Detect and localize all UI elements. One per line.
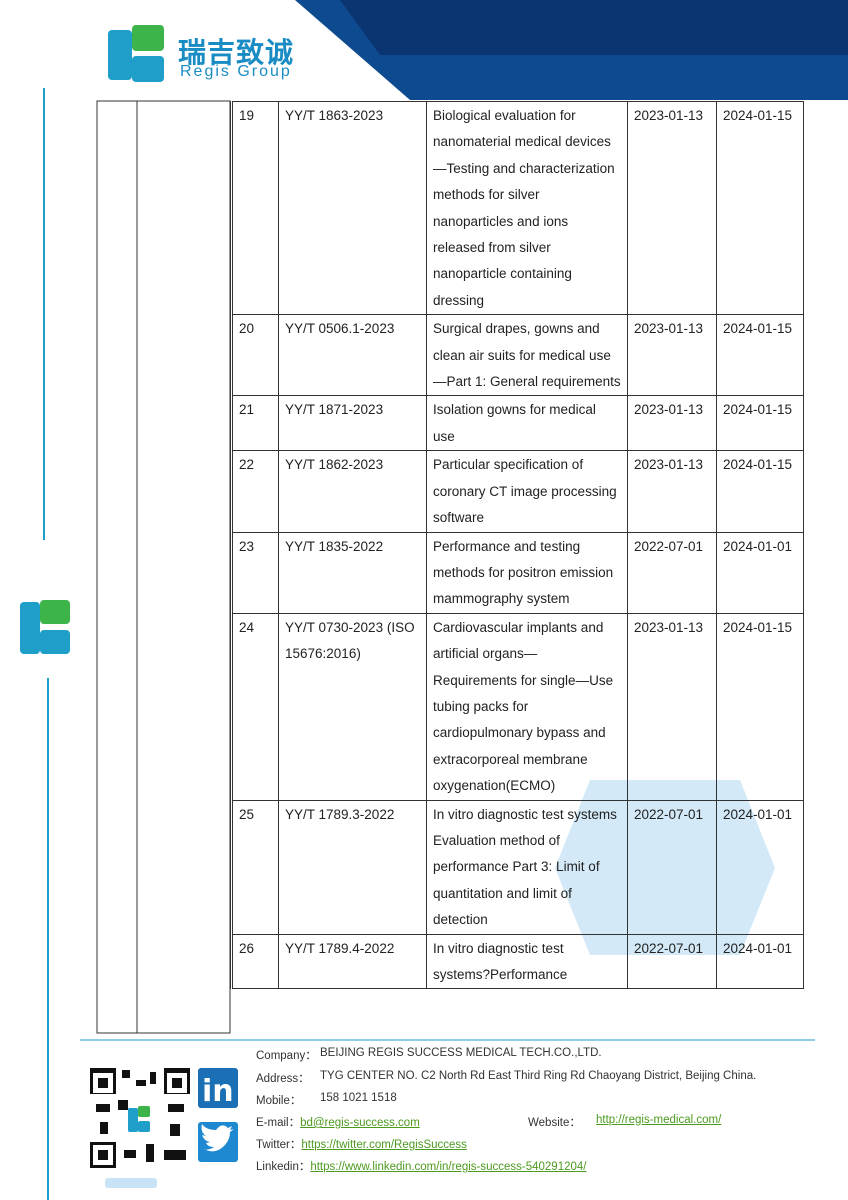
logo-shape — [108, 30, 132, 80]
standard-title: In vitro diagnostic test systems Evaluat… — [426, 799, 628, 935]
release-date: 2023-01-13 — [627, 314, 717, 397]
label: Company： — [256, 1050, 317, 1062]
brand-en: Regis Group — [180, 63, 292, 80]
standard-code: YY/T 1871-2023 — [278, 395, 427, 452]
label: Linkedin： — [256, 1161, 311, 1173]
linkedin-link[interactable]: https://www.linkedin.com/in/regis-succes… — [310, 1161, 587, 1173]
effective-date: 2024-01-15 — [716, 395, 804, 452]
table-row: 20 YY/T 0506.1-2023 Surgical drapes, gowns… — [230, 314, 804, 397]
effective-date: 2024-01-15 — [716, 100, 804, 316]
release-date: 2023-01-13 — [627, 612, 717, 801]
no: 25 — [230, 799, 279, 935]
release-date: 2022-07-01 — [627, 531, 717, 614]
effective-date: 2024-01-01 — [716, 799, 804, 935]
standard-title: Surgical drapes, gowns and clean air sui… — [426, 314, 628, 397]
standard-code: YY/T 0506.1-2023 — [278, 314, 427, 397]
table-row: 19 YY/T 1863-2023 Biological evaluation fo… — [230, 100, 804, 316]
standard-title: Cardiovascular implants and artificial o… — [426, 612, 628, 801]
no: 23 — [230, 531, 279, 614]
twitter-link[interactable]: https://twitter.com/RegisSuccess — [301, 1139, 467, 1151]
standards-table: 19 YY/T 1863-2023 Biological evaluation fo… — [230, 100, 804, 990]
release-date: 2023-01-13 — [627, 395, 717, 452]
standard-title: In vitro diagnostic test systems?Perform… — [426, 933, 628, 990]
linkedin-icon-text: in — [202, 1074, 234, 1109]
label: E-mail： — [256, 1117, 301, 1129]
table-row: 25 YY/T 1789.3-2022 In vitro diagnostic te… — [230, 799, 804, 935]
standard-title: Particular specification of coronary CT … — [426, 450, 628, 533]
no: 22 — [230, 450, 279, 533]
merged-cells — [96, 100, 231, 1034]
email-link[interactable]: bd@regis-success.com — [300, 1117, 420, 1129]
no: 24 — [230, 612, 279, 801]
standard-code: YY/T 1863-2023 — [278, 100, 427, 316]
value: 158 1021 1518 — [320, 1092, 397, 1104]
decoration-bar — [105, 1178, 157, 1188]
no: 19 — [230, 100, 279, 316]
logo-shape — [132, 56, 164, 82]
standard-title: Performance and testing methods for posi… — [426, 531, 628, 614]
table-row: 22 YY/T 1862-2023 Particular specification… — [230, 450, 804, 533]
standard-code: YY/T 1789.4-2022 — [278, 933, 427, 990]
side-logo — [40, 600, 70, 624]
effective-date: 2024-01-15 — [716, 612, 804, 801]
effective-date: 2024-01-15 — [716, 314, 804, 397]
effective-date: 2024-01-01 — [716, 531, 804, 614]
footer-row: Company： BEIJING REGIS SUCCESS MEDICAL TE… — [256, 1047, 602, 1063]
table-row: 21 YY/T 1871-2023 Isolation gowns for medi… — [230, 395, 804, 452]
label: Address： — [256, 1073, 310, 1085]
standard-code: YY/T 1862-2023 — [278, 450, 427, 533]
footer-row: Address： TYG CENTER NO. C2 North Rd East … — [256, 1070, 756, 1086]
effective-date: 2024-01-15 — [716, 450, 804, 533]
side-logo — [20, 602, 40, 654]
side-logo — [40, 630, 70, 654]
no: 20 — [230, 314, 279, 397]
release-date: 2022-07-01 — [627, 933, 717, 990]
logo-shape — [132, 25, 164, 51]
label: Twitter： — [256, 1139, 302, 1151]
footer-row: Twitter：https://twitter.com/RegisSuccess — [256, 1136, 467, 1152]
twitter-bird — [201, 1124, 234, 1152]
standard-code: YY/T 0730-2023 (ISO 15676:2016) — [278, 612, 427, 801]
footer-row: Mobile： 158 1021 1518 — [256, 1092, 397, 1108]
standard-title: Isolation gowns for medical use — [426, 395, 628, 452]
no: 21 — [230, 395, 279, 452]
release-date: 2023-01-13 — [627, 100, 717, 316]
table-row: 26 YY/T 1789.4-2022 In vitro diagnostic te… — [230, 933, 804, 990]
standard-code: YY/T 1835-2022 — [278, 531, 427, 614]
release-date: 2023-01-13 — [627, 450, 717, 533]
footer-row: Linkedin：https://www.linkedin.com/in/reg… — [256, 1158, 586, 1174]
header-band-dark — [340, 0, 848, 55]
website-link[interactable]: http://regis-medical.com/ — [596, 1114, 722, 1126]
label: Website： — [528, 1117, 581, 1129]
standard-title: Biological evaluation for nanomaterial m… — [426, 100, 628, 316]
no: 26 — [230, 933, 279, 990]
footer-row: E-mail：bd@regis-success.com Website： http… — [256, 1114, 721, 1130]
label: Mobile： — [256, 1095, 302, 1107]
table-row: 24 YY/T 0730-2023 (ISO 15676:2016) Cardiov… — [230, 612, 804, 801]
release-date: 2022-07-01 — [627, 799, 717, 935]
standard-code: YY/T 1789.3-2022 — [278, 799, 427, 935]
value: BEIJING REGIS SUCCESS MEDICAL TECH.CO.,L… — [320, 1047, 602, 1059]
linkedin-icon — [198, 1068, 238, 1108]
effective-date: 2024-01-01 — [716, 933, 804, 990]
brand-cn: 瑞吉致诚 — [178, 36, 295, 69]
value: TYG CENTER NO. C2 North Rd East Third Ri… — [320, 1070, 757, 1082]
table-row: 23 YY/T 1835-2022 Performance and testing … — [230, 531, 804, 614]
